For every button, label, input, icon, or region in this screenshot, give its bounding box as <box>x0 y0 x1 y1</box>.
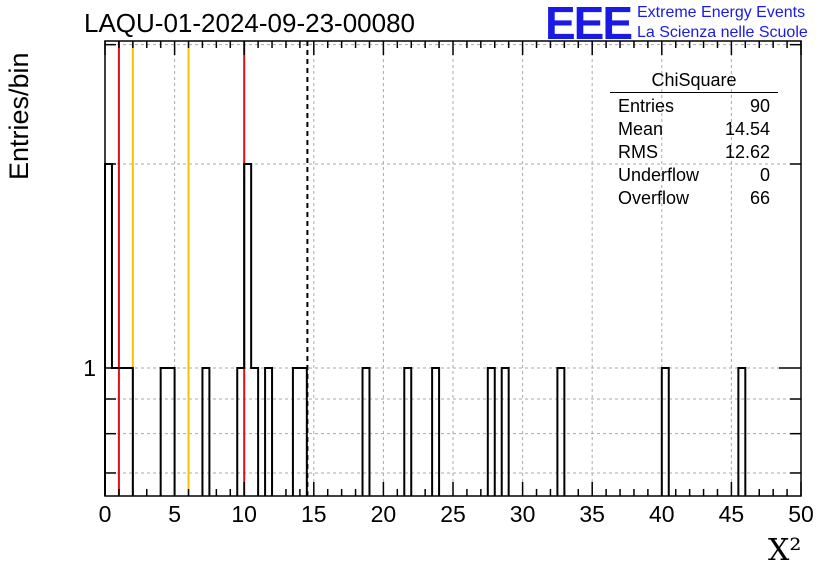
histogram-bin <box>432 368 439 496</box>
chart-title: LAQU-01-2024-09-23-00080 <box>84 8 415 38</box>
histogram-bin <box>265 368 272 496</box>
eee-logo: EEE <box>545 0 633 49</box>
stats-row-mean: Mean 14.54 <box>610 118 778 141</box>
x-tick-label: 50 <box>788 501 814 527</box>
histogram-bin <box>119 368 126 496</box>
histogram-bin <box>488 368 495 496</box>
stats-box: ChiSquare Entries 90 Mean 14.54 RMS 12.6… <box>610 70 778 210</box>
y-axis-label: Entries/bin <box>4 52 34 180</box>
x-tick-label: 25 <box>440 501 466 527</box>
histogram-bin <box>112 368 119 496</box>
histogram-bin <box>557 368 564 496</box>
x-tick-label: 15 <box>301 501 327 527</box>
x-tick-label: 5 <box>168 501 181 527</box>
x-tick-label: 45 <box>719 501 745 527</box>
x-tick-label: 40 <box>649 501 675 527</box>
histogram-bars <box>104 163 747 496</box>
histogram-bin <box>161 368 168 496</box>
stats-value: 90 <box>749 96 770 116</box>
stats-label: Underflow <box>618 165 700 185</box>
histogram-outline <box>104 163 747 496</box>
histogram-bin <box>126 368 133 496</box>
stats-label: Entries <box>618 96 675 116</box>
axis-ticks <box>104 41 802 496</box>
x-tick-label: 35 <box>579 501 605 527</box>
tick-labels: 0 5 10 15 20 25 30 35 40 45 50 1 <box>83 355 814 527</box>
histogram-bin <box>300 368 307 496</box>
histogram-bin <box>168 368 175 496</box>
x-tick-label: 10 <box>231 501 257 527</box>
y-tick-label: 1 <box>83 355 96 381</box>
histogram-bin <box>105 164 112 496</box>
histogram-bin <box>293 368 300 496</box>
stats-value: 12.62 <box>724 142 770 162</box>
reference-lines <box>117 41 309 496</box>
stats-value: 66 <box>749 188 770 208</box>
histogram-bin <box>404 368 411 496</box>
stats-row-overflow: Overflow 66 <box>610 187 778 210</box>
histogram-bin <box>502 368 509 496</box>
x-tick-label: 20 <box>371 501 397 527</box>
stats-row-entries: Entries 90 <box>610 95 778 118</box>
histogram-bin <box>738 368 745 496</box>
x-tick-label: 0 <box>99 501 112 527</box>
histogram-bin <box>202 368 209 496</box>
histogram-bin <box>237 368 244 496</box>
histogram-bin <box>662 368 669 496</box>
x-axis-label: X² <box>768 533 802 568</box>
stats-value: 14.54 <box>724 119 770 139</box>
stats-row-underflow: Underflow 0 <box>610 164 778 187</box>
logo-caption-line1: Extreme Energy Events <box>637 4 806 21</box>
stats-label: Mean <box>618 119 664 139</box>
logo-caption: Extreme Energy Events La Scienza nelle S… <box>637 3 808 43</box>
stats-row-rms: RMS 12.62 <box>610 141 778 164</box>
histogram-bin <box>363 368 370 496</box>
stats-value: 0 <box>759 165 770 185</box>
stats-label: RMS <box>618 142 658 162</box>
histogram-bin <box>251 368 258 496</box>
logo-caption-line2: La Scienza nelle Scuole <box>637 24 808 41</box>
stats-label: Overflow <box>618 188 690 208</box>
histogram-bin <box>244 164 251 496</box>
x-tick-label: 30 <box>510 501 536 527</box>
stats-title: ChiSquare <box>610 70 778 93</box>
